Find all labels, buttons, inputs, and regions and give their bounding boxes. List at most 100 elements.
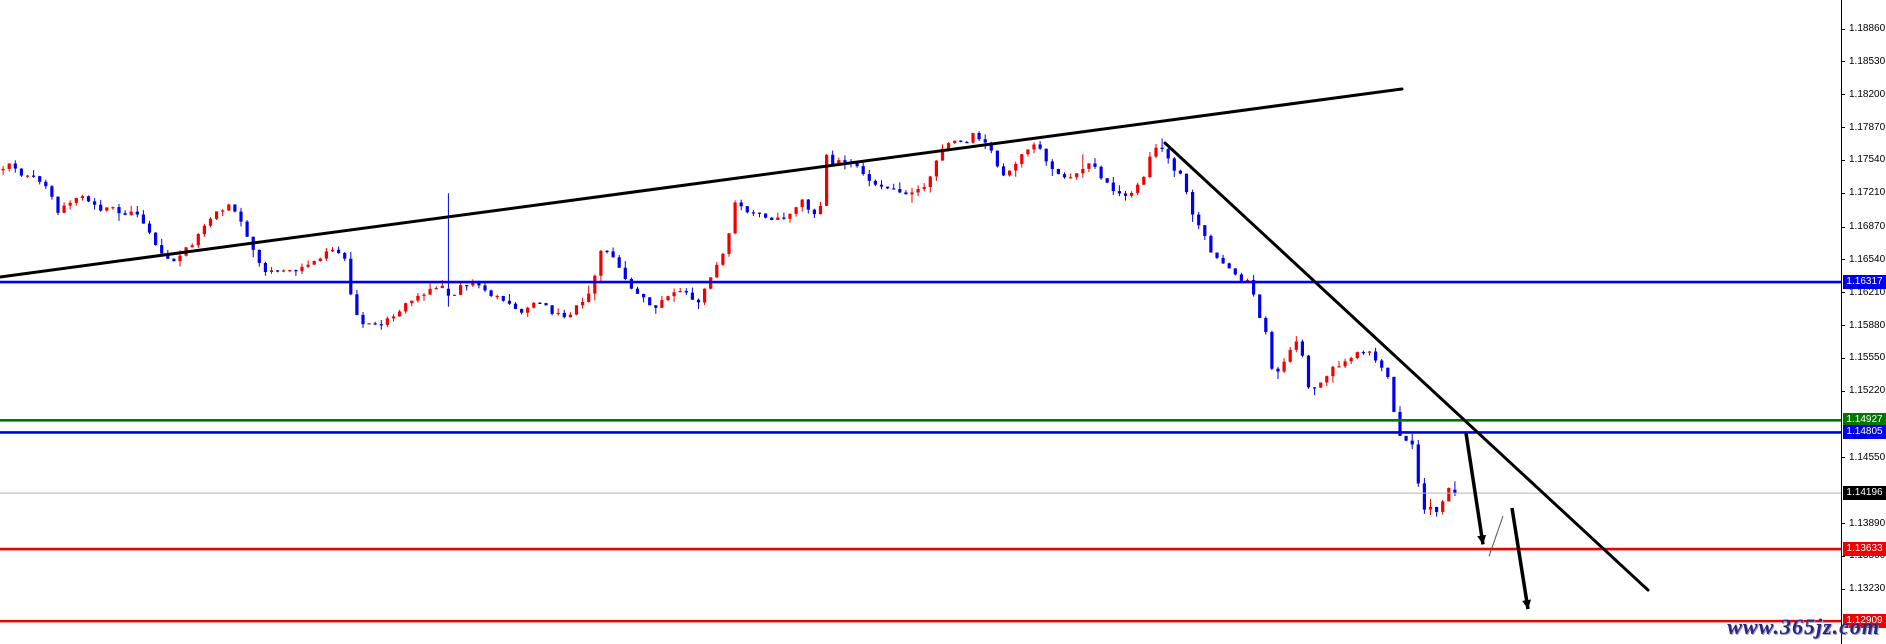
candle-body xyxy=(1288,349,1292,362)
candle-body xyxy=(50,186,54,197)
candle-body xyxy=(25,175,30,177)
candle-body xyxy=(635,288,640,294)
projection-line-thin[interactable] xyxy=(1488,515,1504,557)
candle-body xyxy=(263,262,267,273)
candle-body xyxy=(80,196,84,198)
candle-body xyxy=(1184,173,1189,193)
candle-body xyxy=(1325,376,1329,383)
candle-body xyxy=(690,292,694,300)
candle-body xyxy=(1148,156,1152,177)
candle-body xyxy=(1367,351,1372,353)
candle-body xyxy=(1001,166,1006,176)
candle-body xyxy=(373,323,377,325)
candle-body xyxy=(1306,355,1311,388)
candle-body xyxy=(611,251,615,258)
candle-body xyxy=(520,308,524,313)
candle-body xyxy=(337,249,341,254)
candle-body xyxy=(1349,358,1353,362)
candle-body xyxy=(276,270,280,272)
candle-body xyxy=(1032,144,1036,150)
candle-body xyxy=(1282,361,1286,372)
candle-body xyxy=(19,168,23,176)
candle-body xyxy=(446,288,450,296)
candle-body xyxy=(788,213,792,219)
candle-body xyxy=(989,142,993,151)
candle-body xyxy=(32,175,36,177)
candle-body xyxy=(953,140,957,144)
candle-body xyxy=(312,260,316,265)
candle-body xyxy=(172,258,176,262)
candle-body xyxy=(1154,147,1158,157)
candle-body xyxy=(1020,154,1024,164)
candle-body xyxy=(1374,351,1378,361)
candle-body xyxy=(1233,268,1237,275)
candle-body xyxy=(1117,191,1121,194)
candle-body xyxy=(245,221,249,237)
candle-body xyxy=(910,192,914,195)
candle-body xyxy=(93,201,97,205)
candle-body xyxy=(1422,483,1426,510)
candle-body xyxy=(593,275,597,294)
candle-body xyxy=(776,217,780,220)
candle-body xyxy=(977,133,981,140)
candle-body xyxy=(703,288,707,303)
candle-body xyxy=(330,249,335,252)
candle-body xyxy=(544,303,548,306)
candle-body xyxy=(654,305,658,308)
descending-trendline[interactable] xyxy=(1163,141,1650,592)
candle-body xyxy=(1062,174,1067,178)
candle-body xyxy=(428,288,432,295)
candle-body xyxy=(62,205,66,213)
candle-body xyxy=(678,291,682,293)
candle-body xyxy=(166,253,170,259)
projection-arrow-2[interactable] xyxy=(1510,507,1530,610)
candle-body xyxy=(1142,176,1146,185)
candle-body xyxy=(178,255,182,262)
candle-body xyxy=(1380,360,1384,368)
horizontal-level-lines[interactable] xyxy=(0,280,1841,623)
candle-body xyxy=(1215,252,1219,258)
candle-body xyxy=(1264,317,1268,332)
candle-body xyxy=(416,295,420,301)
candle-body xyxy=(483,285,487,291)
candle-body xyxy=(825,154,829,206)
candle-body xyxy=(477,282,481,286)
candle-body xyxy=(1270,331,1274,369)
projection-arrows[interactable] xyxy=(1464,432,1532,610)
candle-body xyxy=(1239,274,1243,281)
candle-body xyxy=(1428,506,1433,510)
candle-body xyxy=(1081,168,1085,174)
candle-body xyxy=(422,294,426,296)
candle-body xyxy=(1276,368,1280,372)
candle-body xyxy=(215,211,219,219)
candle-body xyxy=(294,270,298,272)
candle-body xyxy=(471,282,475,286)
candle-body xyxy=(1050,161,1054,169)
candle-body xyxy=(940,148,945,161)
candle-body xyxy=(129,211,133,215)
candle-body xyxy=(623,267,627,279)
candle-body xyxy=(648,297,652,306)
candle-body xyxy=(1416,444,1420,484)
candle-body xyxy=(1331,366,1335,377)
candle-body xyxy=(288,270,292,272)
candle-body xyxy=(349,258,353,295)
candle-body xyxy=(1069,177,1073,179)
candle-body xyxy=(959,140,963,142)
candlestick-series xyxy=(1,131,1457,517)
trendlines[interactable] xyxy=(0,87,1650,592)
candle-body xyxy=(1313,387,1317,389)
candle-body xyxy=(886,186,890,189)
price-axis[interactable] xyxy=(1841,0,1842,644)
candle-body xyxy=(715,264,719,278)
candle-body xyxy=(513,303,518,309)
candle-body xyxy=(154,232,158,246)
ascending-trendline[interactable] xyxy=(0,87,1404,279)
candle-body xyxy=(1447,487,1451,502)
candle-body xyxy=(733,202,737,234)
projection-arrow-1[interactable] xyxy=(1464,432,1485,545)
candle-body xyxy=(660,300,664,308)
candle-body xyxy=(574,305,579,315)
candle-body xyxy=(1123,193,1128,196)
